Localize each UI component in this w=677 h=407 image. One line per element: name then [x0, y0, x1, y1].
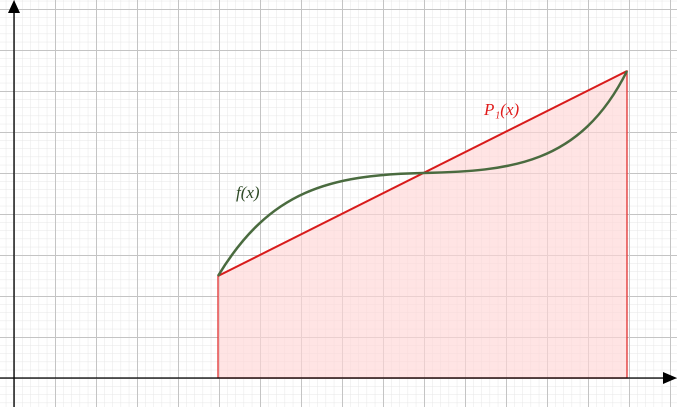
x-arrow [663, 372, 677, 384]
f-label: f(x) [236, 183, 260, 202]
p1-label: P₁(x) [483, 100, 520, 119]
y-arrow [8, 0, 20, 13]
function-curve [216, 70, 629, 277]
